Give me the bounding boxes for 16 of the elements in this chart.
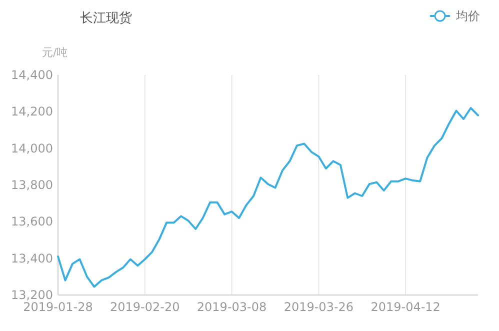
x-tick-label: 2019-03-26 [284,300,354,314]
y-tick-label: 13,200 [11,288,53,302]
x-tick-label: 2019-01-28 [23,300,93,314]
y-tick-label: 14,200 [11,104,53,119]
x-tick-label: 2019-04-12 [370,300,440,314]
y-tick-label: 13,600 [11,214,53,229]
y-tick-label: 14,000 [11,141,53,156]
y-tick-label: 13,800 [11,178,53,192]
y-axis-title: 元/吨 [42,46,68,59]
x-tick-label: 2019-02-20 [110,300,180,314]
x-tick-label: 2019-03-08 [196,300,267,314]
y-tick-label: 14,400 [11,68,53,82]
line-series [57,107,479,288]
chart-title: 长江现货 [80,11,132,26]
legend-label: 均价 [455,9,480,23]
y-tick-label: 13,400 [11,251,53,266]
